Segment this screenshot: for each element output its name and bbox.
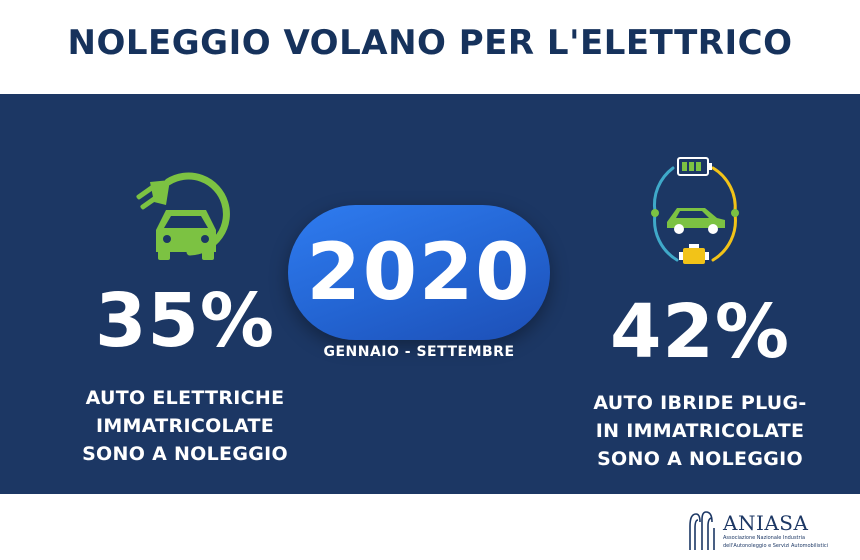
aniasa-emblem-icon [689, 511, 715, 550]
electric-car-plug-icon [136, 172, 230, 260]
logo-subtitle-line-2: dell'Autonoleggio e Servizi Automobilist… [723, 543, 828, 549]
aniasa-logo: ANIASA Associazione Nazionale Industria … [686, 508, 836, 554]
logo-subtitle-line-1: Associazione Nazionale Industria [723, 535, 806, 541]
electric-description-line-1: AUTO ELETTRICHE [85, 387, 285, 409]
period-text: GENNAIO - SETTEMBRE [323, 344, 515, 360]
electric-description-line-3: SONO A NOLEGGIO [82, 443, 288, 465]
electric-percentage: 35% [94, 278, 276, 364]
logo-name: ANIASA [723, 511, 809, 535]
electric-stat: 35% AUTO ELETTRICHE IMMATRICOLATE SONO A… [60, 284, 310, 468]
hybrid-stat: 42% AUTO IBRIDE PLUG- IN IMMATRICOLATE S… [575, 295, 825, 473]
page-title: NOLEGGIO VOLANO PER L'ELETTRICO [67, 23, 793, 63]
hybrid-description-line-3: SONO A NOLEGGIO [597, 448, 803, 470]
electric-description-line-2: IMMATRICOLATE [95, 415, 275, 437]
year-text: 2020 [306, 227, 532, 318]
hybrid-description-line-2: IN IMMATRICOLATE [595, 420, 805, 442]
hybrid-car-cycle-icon [651, 157, 739, 264]
header: NOLEGGIO VOLANO PER L'ELETTRICO [0, 0, 860, 94]
year-badge: 2020 [288, 205, 550, 340]
hybrid-percentage: 42% [609, 289, 791, 375]
footer [0, 494, 860, 560]
hybrid-description-line-1: AUTO IBRIDE PLUG- [593, 392, 807, 414]
